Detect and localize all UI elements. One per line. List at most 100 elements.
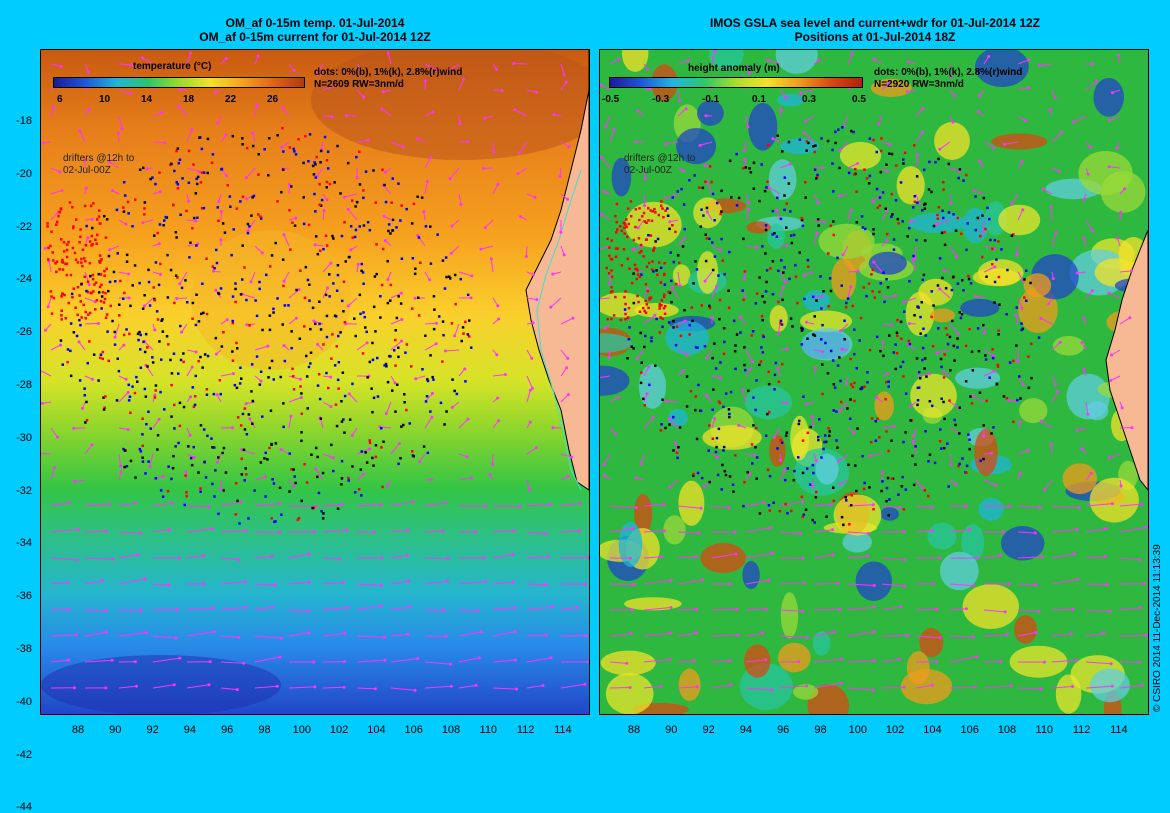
arrow-head <box>342 581 345 584</box>
arrow-head <box>244 580 247 583</box>
arrow-head <box>782 286 785 289</box>
drifter-dot <box>325 235 328 238</box>
arrow-head <box>640 462 643 465</box>
lat-tick-label: -28 <box>2 379 32 391</box>
drifter-dot <box>957 177 960 180</box>
drifter-dot <box>75 259 78 262</box>
arrow-head <box>175 637 178 640</box>
arrow-head <box>743 277 746 280</box>
drifter-dot <box>411 222 414 225</box>
arrow-head <box>383 659 386 662</box>
drifter-dot <box>309 133 312 136</box>
drifter-dot <box>650 337 653 340</box>
current-arrow <box>666 401 678 402</box>
drifter-dot <box>717 474 720 477</box>
arrow-head <box>283 280 286 283</box>
drifter-dot <box>362 197 365 200</box>
lat-tick-label: -26 <box>2 326 32 338</box>
arrow-head <box>710 316 713 319</box>
drifter-dot <box>768 504 771 507</box>
drifter-dot <box>270 444 273 447</box>
drifter-dot <box>782 271 785 274</box>
drifter-dot <box>834 386 837 389</box>
drifter-dot <box>1028 387 1031 390</box>
arrow-head <box>232 372 235 375</box>
drifter-dot <box>880 150 883 153</box>
drifter-dot <box>85 317 88 320</box>
arrow-head <box>111 659 114 662</box>
drifter-dot <box>978 350 981 353</box>
drifter-dot <box>380 446 383 449</box>
drifter-dot <box>251 196 254 199</box>
arrow-head <box>264 475 267 478</box>
drifter-dot <box>943 231 946 234</box>
drifter-dot <box>143 213 146 216</box>
drifter-dot <box>182 352 185 355</box>
drifter-dot <box>630 215 633 218</box>
drifter-dot <box>305 266 308 269</box>
arrow-head <box>134 502 137 505</box>
drifter-dot <box>60 208 63 211</box>
arrow-head <box>283 344 286 347</box>
drifter-dot <box>84 394 87 397</box>
drifter-dot <box>716 437 719 440</box>
drifter-dot <box>838 356 841 359</box>
drifter-dot <box>939 257 942 260</box>
drifter-dot <box>242 244 245 247</box>
drifter-dot <box>259 383 262 386</box>
arrow-head <box>266 345 269 348</box>
drifter-dot <box>321 199 324 202</box>
drifter-dot <box>282 150 285 153</box>
drifter-dot <box>67 241 70 244</box>
drifter-dot <box>107 290 110 293</box>
drifter-dot <box>830 290 833 293</box>
drifter-dot <box>872 139 875 142</box>
drifter-dot <box>625 226 628 229</box>
lon-tick-label: 112 <box>511 724 541 736</box>
drifter-dot <box>657 238 660 241</box>
drifter-dot <box>324 136 327 139</box>
drifter-dot <box>191 318 194 321</box>
drifter-dot <box>716 202 719 205</box>
drifter-dot <box>853 382 856 385</box>
drifter-dot <box>271 478 274 481</box>
arrow-head <box>871 200 874 203</box>
drifter-dot <box>735 153 738 156</box>
current-arrow <box>1086 584 1107 585</box>
arrow-head <box>1107 291 1110 294</box>
drifter-dot <box>648 262 651 265</box>
drifter-dot <box>960 233 963 236</box>
drifter-dot <box>387 381 390 384</box>
drifter-dot <box>158 340 161 343</box>
arrow-head <box>331 115 334 118</box>
drifter-dot <box>957 282 960 285</box>
drifter-dot <box>318 204 321 207</box>
arrow-head <box>747 201 750 204</box>
drifter-dot <box>821 363 824 366</box>
drifter-dot <box>823 441 826 444</box>
drifter-dot <box>87 362 90 365</box>
lon-tick-label: 102 <box>880 724 910 736</box>
drifter-dot <box>714 255 717 257</box>
arrow-head <box>687 59 690 62</box>
drifter-dot <box>798 420 801 423</box>
drifter-dot <box>362 311 365 314</box>
drifter-dot <box>122 206 125 209</box>
drifter-dot <box>237 416 240 419</box>
drifter-dot <box>205 258 208 261</box>
arrow-head <box>514 659 517 662</box>
drifter-dot <box>831 149 834 152</box>
arrow-head <box>1047 302 1050 305</box>
drifter-dot <box>66 361 69 364</box>
drifter-dot <box>967 275 970 278</box>
arrow-head <box>349 248 352 251</box>
arrow-head <box>600 213 603 216</box>
drifter-dot <box>123 334 126 337</box>
drifter-dot <box>104 292 107 295</box>
drifter-dot <box>309 328 312 331</box>
arrow-head <box>161 111 164 114</box>
drifter-dot <box>660 281 663 284</box>
drifter-dot <box>962 179 965 182</box>
